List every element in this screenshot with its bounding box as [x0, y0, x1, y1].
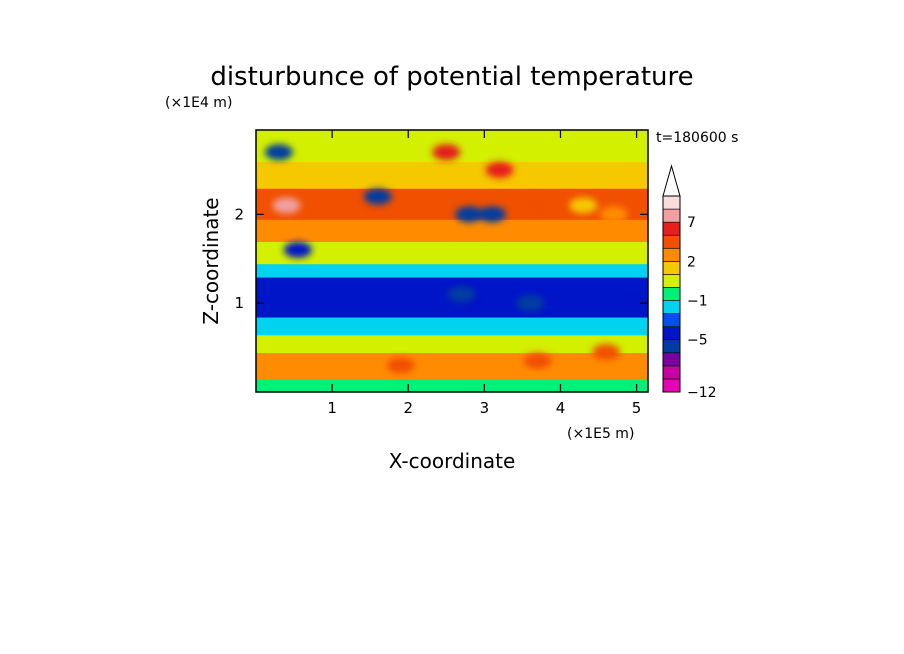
contour-feature: [516, 295, 544, 311]
y-tick-label: 1: [234, 294, 244, 312]
colorbar-tick-label: 2: [687, 254, 696, 270]
colorbar-tick-label: −1: [687, 294, 708, 310]
colorbar-swatch: [663, 327, 680, 340]
y-axis-label: Z-coordinate: [199, 197, 223, 324]
time-label: t=180600 s: [656, 130, 738, 146]
colorbar-swatch: [663, 235, 680, 248]
colorbar-swatch: [663, 196, 680, 209]
colorbar-extend-arrow: [663, 166, 680, 196]
colorbar-swatch: [663, 379, 680, 392]
colorbar-swatch: [663, 274, 680, 287]
colorbar: 7 2 −1 −5 −12: [663, 166, 717, 401]
contour-feature: [284, 242, 312, 258]
contour-feature: [272, 197, 300, 213]
contour-band: [254, 160, 650, 189]
contour-band: [254, 378, 650, 393]
contour-feature: [364, 189, 392, 205]
colorbar-swatch: [663, 222, 680, 235]
contour-band-layer: [254, 129, 650, 393]
contour-band: [254, 240, 650, 264]
colorbar-swatch: [663, 314, 680, 327]
contour-feature: [448, 286, 476, 302]
colorbar-tick-label: 7: [687, 215, 696, 231]
contour-band: [254, 218, 650, 242]
contour-band: [254, 316, 650, 336]
colorbar-tick-label: −5: [687, 333, 708, 349]
x-tick-label: 2: [403, 399, 413, 417]
colorbar-swatch: [663, 287, 680, 300]
x-axis-label: X-coordinate: [389, 449, 516, 473]
y-tick-label: 2: [234, 205, 244, 223]
contour-feature: [524, 353, 552, 369]
x-tick-label: 3: [480, 399, 490, 417]
colorbar-swatch: [663, 353, 680, 366]
colorbar-swatch: [663, 261, 680, 274]
colorbar-swatch: [663, 301, 680, 314]
contour-feature: [265, 144, 293, 160]
x-scale-label: (×1E5 m): [567, 426, 634, 442]
contour-feature: [478, 206, 506, 222]
heatmap-plot-area: [254, 129, 650, 393]
contour-band: [254, 333, 650, 353]
y-scale-label: (×1E4 m): [165, 95, 232, 111]
contour-feature: [486, 162, 514, 178]
colorbar-swatch: [663, 366, 680, 379]
colorbar-tick-label: −12: [687, 385, 717, 401]
x-tick-label: 1: [327, 399, 337, 417]
x-tick-label: 5: [632, 399, 642, 417]
contour-band: [254, 262, 650, 277]
contour-feature: [387, 357, 415, 373]
chart-title: disturbunce of potential temperature: [210, 62, 693, 92]
contour-band: [254, 351, 650, 380]
colorbar-swatch: [663, 340, 680, 353]
colorbar-swatch: [663, 209, 680, 222]
contour-feature: [524, 197, 552, 213]
contour-feature: [569, 197, 597, 213]
contour-feature: [600, 206, 628, 222]
contour-feature: [432, 144, 460, 160]
colorbar-swatch: [663, 248, 680, 261]
contour-feature: [592, 344, 620, 360]
x-tick-label: 4: [556, 399, 566, 417]
